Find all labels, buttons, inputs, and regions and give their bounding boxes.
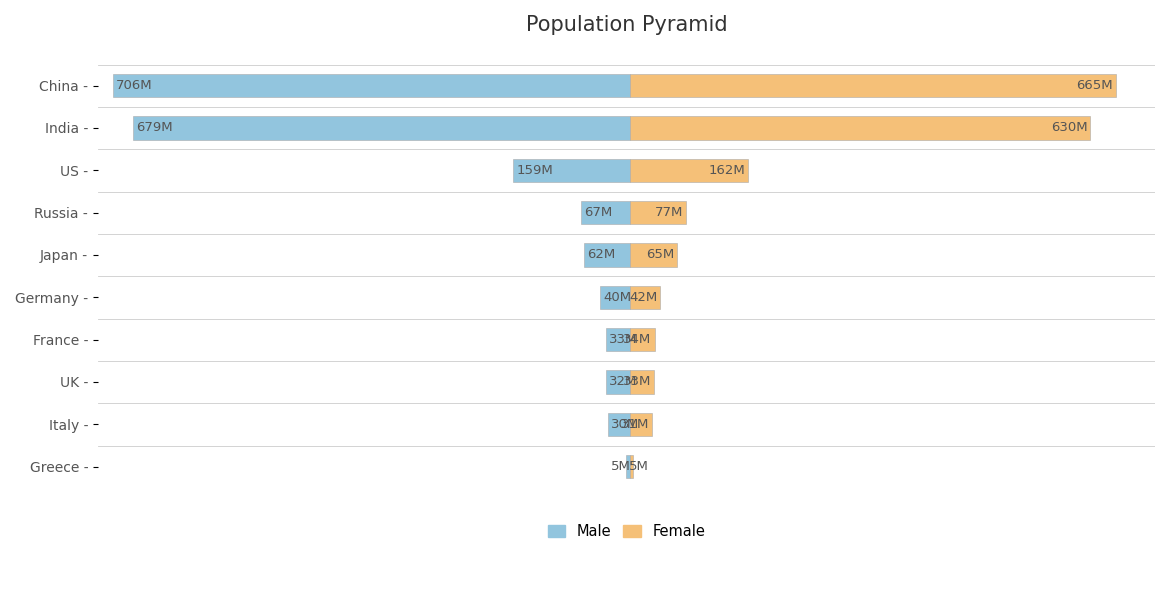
Bar: [626, 455, 629, 478]
Text: 42M: 42M: [629, 291, 658, 304]
Text: 34M: 34M: [624, 333, 652, 346]
Text: 162M: 162M: [709, 164, 745, 177]
Text: 679M: 679M: [136, 121, 173, 134]
Bar: [606, 328, 629, 351]
Text: 5M: 5M: [611, 460, 631, 473]
Bar: [629, 116, 1090, 140]
Title: Population Pyramid: Population Pyramid: [525, 15, 728, 35]
Legend: Male, Female: Male, Female: [541, 517, 713, 546]
Text: 630M: 630M: [1051, 121, 1088, 134]
Bar: [113, 74, 629, 97]
Text: 77M: 77M: [655, 206, 683, 219]
Text: 32M: 32M: [610, 376, 638, 388]
Bar: [629, 328, 654, 351]
Text: 65M: 65M: [646, 248, 674, 262]
Bar: [607, 413, 629, 436]
Bar: [584, 244, 629, 266]
Bar: [606, 370, 629, 394]
Text: 665M: 665M: [1076, 79, 1113, 92]
Bar: [629, 455, 633, 478]
Text: 33M: 33M: [608, 333, 636, 346]
Text: 31M: 31M: [621, 418, 649, 431]
Bar: [629, 158, 748, 182]
Bar: [629, 244, 677, 266]
Text: 5M: 5M: [629, 460, 649, 473]
Bar: [629, 370, 654, 394]
Bar: [133, 116, 629, 140]
Bar: [629, 74, 1116, 97]
Text: 30M: 30M: [611, 418, 639, 431]
Bar: [629, 286, 660, 309]
Bar: [514, 158, 629, 182]
Bar: [629, 413, 653, 436]
Text: 62M: 62M: [587, 248, 615, 262]
Text: 40M: 40M: [604, 291, 632, 304]
Text: 33M: 33M: [622, 376, 651, 388]
Text: 67M: 67M: [584, 206, 612, 219]
Text: 706M: 706M: [116, 79, 153, 92]
Bar: [600, 286, 629, 309]
Text: 159M: 159M: [516, 164, 553, 177]
Bar: [580, 201, 629, 224]
Bar: [629, 201, 686, 224]
